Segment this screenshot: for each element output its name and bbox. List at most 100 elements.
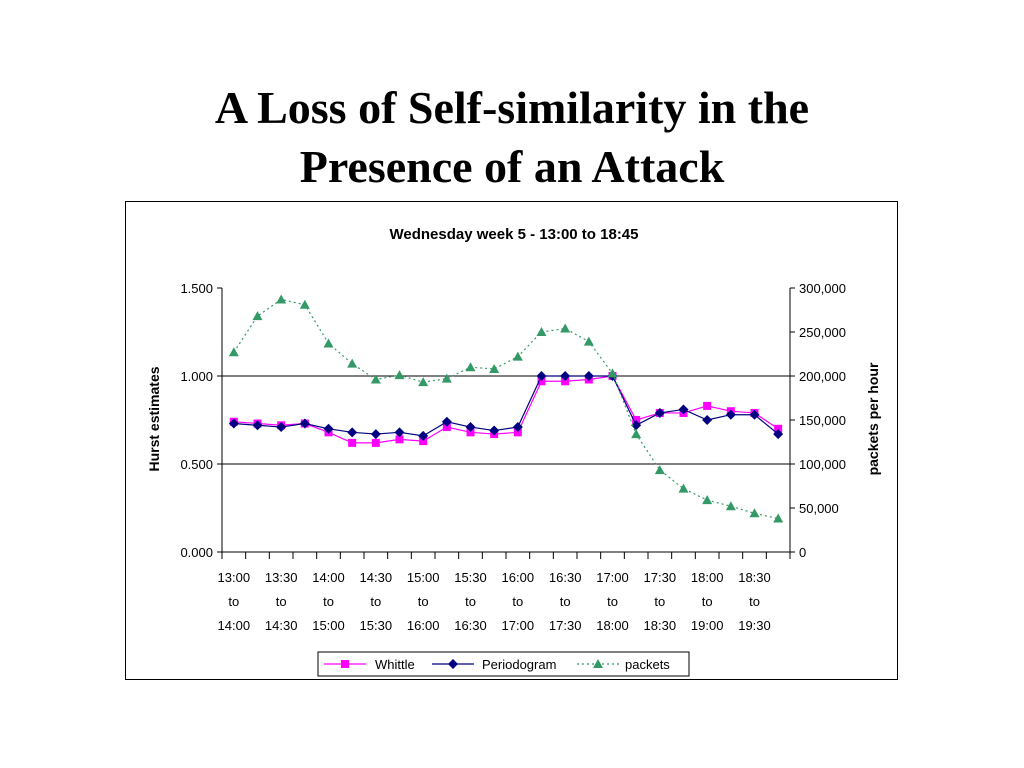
slide-title: A Loss of Self-similarity in the Presenc… xyxy=(0,78,1024,196)
series-marker-diamond xyxy=(370,429,381,440)
series-marker-diamond xyxy=(441,416,452,427)
legend-box xyxy=(317,651,690,677)
x-tick-label: 15:30 xyxy=(454,570,487,585)
y-right-tick-label: 200,000 xyxy=(799,369,846,384)
series-line-whittle xyxy=(233,375,779,444)
y-left-tick-label: 1.500 xyxy=(180,281,213,296)
x-tick-label: to xyxy=(560,594,571,609)
x-tick-label: 18:00 xyxy=(691,570,724,585)
x-tick-label: 15:00 xyxy=(407,570,440,585)
series-marker-triangle xyxy=(536,327,547,336)
series-marker-diamond xyxy=(725,409,736,420)
series-marker-diamond xyxy=(702,415,713,425)
series-marker-diamond xyxy=(347,427,358,438)
x-tick-label: 16:00 xyxy=(407,618,440,633)
series-marker-square xyxy=(419,437,428,446)
series-marker-diamond xyxy=(678,404,689,415)
series-marker-triangle xyxy=(252,311,263,321)
series-marker-diamond xyxy=(536,371,547,381)
series-marker-square xyxy=(348,438,357,447)
x-tick-label: 16:00 xyxy=(502,570,535,585)
y-right-tick-label: 50,000 xyxy=(799,501,839,516)
x-tick-label: 16:30 xyxy=(549,570,582,585)
chart-title: Wednesday week 5 - 13:00 to 18:45 xyxy=(389,226,638,243)
series-marker-diamond xyxy=(773,429,784,440)
series-marker-triangle xyxy=(678,483,689,493)
series-marker-triangle xyxy=(276,294,287,304)
series-marker-diamond xyxy=(299,418,310,429)
series-marker-square xyxy=(561,377,570,386)
series-marker-square xyxy=(466,428,475,437)
series-marker-diamond xyxy=(228,418,239,429)
x-tick-label: 19:00 xyxy=(691,618,724,633)
series-marker-diamond xyxy=(465,422,476,433)
x-tick-label: 13:30 xyxy=(265,570,298,585)
x-tick-label: to xyxy=(323,594,334,609)
x-tick-label: 14:00 xyxy=(218,618,251,633)
plot-layer: 0.000 0.500 1.000 1.500 0 50,000 100,000 150,00… xyxy=(180,281,846,633)
y-right-tick-label: 300,000 xyxy=(799,281,846,296)
series-marker-triangle xyxy=(418,377,429,387)
x-tick-label: to xyxy=(654,594,665,609)
y-left-tick-label: 0.000 xyxy=(180,545,213,560)
x-tick-label: 16:30 xyxy=(454,618,487,633)
legend: Whittle Periodogram packets xyxy=(317,651,690,677)
x-tick-label: to xyxy=(370,594,381,609)
legend-label-whittle: Whittle xyxy=(375,657,415,672)
series-marker-square xyxy=(442,423,451,432)
x-tick-label: to xyxy=(702,594,713,609)
series-marker-diamond xyxy=(560,371,571,381)
series-marker-triangle xyxy=(323,338,334,348)
y-right-tick-label: 250,000 xyxy=(799,325,846,340)
y-right-tick-label: 0 xyxy=(799,545,806,560)
legend-label-packets: packets xyxy=(625,657,670,672)
x-tick-label: 17:00 xyxy=(596,570,629,585)
slide-title-line-2: Presence of an Attack xyxy=(299,141,725,192)
series-marker-square xyxy=(537,377,546,386)
x-tick-label: 18:00 xyxy=(596,618,629,633)
series-marker-triangle xyxy=(489,363,500,373)
x-tick-label: 13:00 xyxy=(218,570,251,585)
y-right-tick-label: 100,000 xyxy=(799,457,846,472)
x-tick-label: to xyxy=(607,594,618,609)
series-marker-diamond xyxy=(276,422,287,433)
series-marker-square xyxy=(395,435,404,444)
series-marker-square xyxy=(513,428,522,437)
x-tick-label: to xyxy=(228,594,239,609)
series-marker-diamond xyxy=(252,420,263,431)
series-marker-diamond xyxy=(394,427,405,438)
x-tick-label: to xyxy=(465,594,476,609)
series-marker-square xyxy=(341,660,349,668)
x-tick-label: to xyxy=(749,594,760,609)
series-marker-diamond xyxy=(489,425,500,436)
x-tick-label: to xyxy=(512,594,523,609)
x-tick-label: 15:30 xyxy=(360,618,393,633)
series-marker-diamond xyxy=(749,409,760,420)
series-marker-triangle xyxy=(441,373,452,383)
series-marker-diamond xyxy=(448,659,458,669)
series-marker-diamond xyxy=(654,407,665,418)
chart-frame: Wednesday week 5 - 13:00 to 18:45 0.000 0… xyxy=(125,201,898,680)
series-marker-diamond xyxy=(583,371,594,381)
series-marker-triangle xyxy=(299,299,310,309)
chart-svg: Wednesday week 5 - 13:00 to 18:45 0.000 0… xyxy=(146,226,881,677)
y-right-tick-label: 150,000 xyxy=(799,413,846,428)
y-left-tick-label: 1.000 xyxy=(180,369,213,384)
slide-title-line-1: A Loss of Self-similarity in the xyxy=(214,82,810,133)
series-marker-square xyxy=(371,438,380,447)
x-tick-label: 18:30 xyxy=(644,618,677,633)
series-marker-triangle xyxy=(465,362,476,372)
x-tick-label: 14:30 xyxy=(360,570,393,585)
x-tick-label: 19:30 xyxy=(738,618,771,633)
x-tick-label: 18:30 xyxy=(738,570,771,585)
x-tick-label: to xyxy=(418,594,429,609)
series-marker-triangle xyxy=(583,336,594,346)
series-marker-diamond xyxy=(323,423,334,434)
x-tick-label: to xyxy=(276,594,287,609)
x-tick-label: 14:00 xyxy=(312,570,345,585)
series-marker-triangle xyxy=(347,358,358,368)
series-marker-triangle xyxy=(607,368,618,378)
series-marker-square xyxy=(774,424,783,433)
series-marker-triangle xyxy=(370,374,381,384)
series-marker-triangle xyxy=(749,508,760,518)
